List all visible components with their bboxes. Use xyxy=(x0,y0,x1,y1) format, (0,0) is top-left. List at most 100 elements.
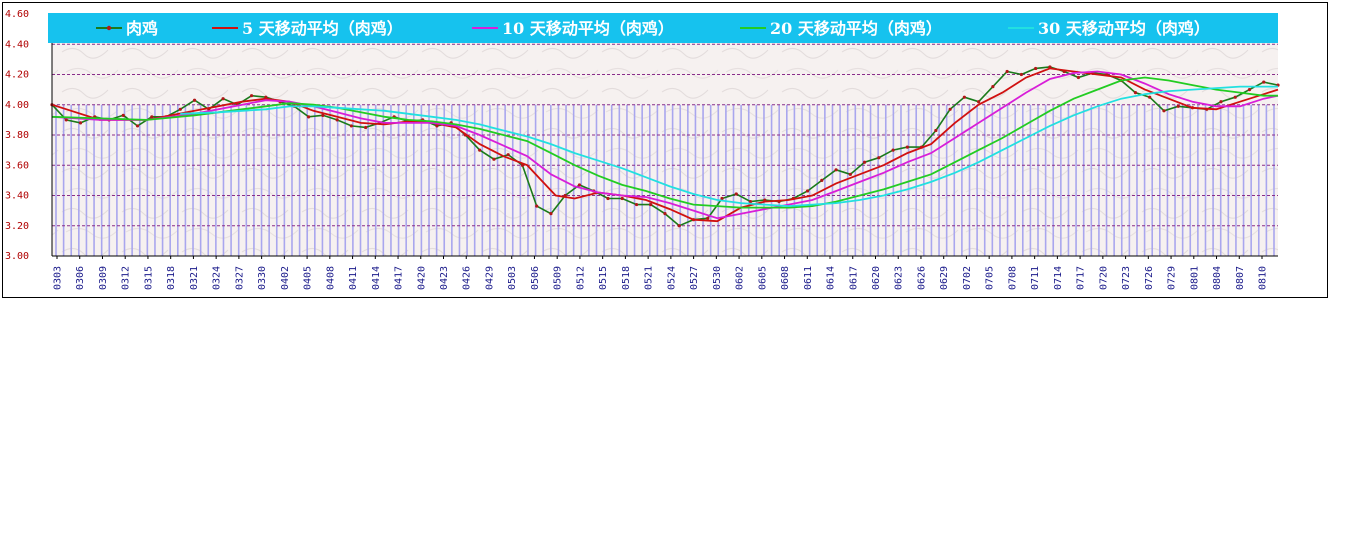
data-point xyxy=(478,148,482,152)
x-tick-labels: 0303 0306 0309 0312 0315 0318 0321 0324 0327 0330… xyxy=(53,256,1269,290)
data-point xyxy=(848,172,852,176)
x-tick-label: 0518 xyxy=(621,266,632,290)
x-tick-label: 0726 xyxy=(1144,266,1155,290)
x-tick-label: 0626 xyxy=(916,266,927,290)
y-tick-label: 4.40 xyxy=(5,39,29,50)
data-point xyxy=(1233,95,1237,99)
data-point xyxy=(877,156,881,160)
y-tick-label: 4.00 xyxy=(5,100,29,111)
data-point xyxy=(335,118,339,122)
data-point xyxy=(78,121,83,125)
data-point xyxy=(649,202,653,207)
x-tick-label: 0714 xyxy=(1053,266,1064,290)
data-point xyxy=(307,115,311,119)
x-tick-label: 0420 xyxy=(416,266,427,290)
data-point xyxy=(977,100,981,104)
legend-label: 10 天移动平均（肉鸡） xyxy=(502,19,674,38)
data-point xyxy=(862,160,867,164)
x-tick-label: 0530 xyxy=(712,266,723,290)
legend-marker xyxy=(106,25,112,31)
x-tick-label: 0729 xyxy=(1167,266,1178,290)
data-point xyxy=(1262,80,1266,84)
x-tick-label: 0723 xyxy=(1121,266,1132,290)
x-tick-label: 0306 xyxy=(75,266,86,290)
x-tick-label: 0521 xyxy=(644,266,655,290)
data-point xyxy=(1133,91,1138,95)
x-tick-label: 0312 xyxy=(121,266,132,290)
x-tick-label: 0303 xyxy=(53,266,64,290)
data-point xyxy=(805,189,810,193)
y-tick-label: 4.20 xyxy=(5,70,29,81)
data-point xyxy=(1034,66,1038,71)
data-point xyxy=(249,94,254,98)
data-point xyxy=(221,97,225,101)
data-point xyxy=(577,183,582,187)
x-tick-label: 0807 xyxy=(1235,266,1246,290)
x-tick-label: 0620 xyxy=(871,266,882,290)
data-point xyxy=(891,148,895,152)
x-tick-label: 0411 xyxy=(348,266,359,290)
x-tick-label: 0408 xyxy=(325,266,336,290)
x-tick-label: 0330 xyxy=(257,266,268,290)
x-tick-label: 0614 xyxy=(826,266,837,290)
x-tick-label: 0506 xyxy=(530,266,541,290)
data-point xyxy=(820,178,824,182)
series-line xyxy=(51,70,1279,220)
data-point xyxy=(606,196,610,201)
x-tick-label: 0423 xyxy=(439,266,450,290)
data-point xyxy=(1019,72,1023,77)
x-tick-label: 0611 xyxy=(803,266,814,290)
data-point xyxy=(1247,88,1252,92)
x-tick-label: 0515 xyxy=(598,266,609,290)
legend-label: 30 天移动平均（肉鸡） xyxy=(1038,19,1210,38)
series-line xyxy=(180,85,1278,208)
data-point xyxy=(1005,69,1009,74)
x-tick-label: 0509 xyxy=(553,266,564,290)
data-point xyxy=(1162,109,1166,113)
data-point xyxy=(321,113,325,117)
x-tick-label: 0810 xyxy=(1258,266,1269,290)
legend-label: 肉鸡 xyxy=(126,19,158,38)
legend: 肉鸡 5 天移动平均（肉鸡） 10 天移动平均（肉鸡） 20 天移动平均（肉鸡） 30 … xyxy=(48,13,1278,43)
daily-bars xyxy=(55,104,1275,256)
x-tick-label: 0318 xyxy=(166,266,177,290)
data-point xyxy=(535,204,539,208)
gridlines xyxy=(52,43,1278,227)
data-point xyxy=(634,202,639,207)
y-tick-label: 4.60 xyxy=(5,9,29,20)
x-tick-label: 0705 xyxy=(985,266,996,290)
data-point xyxy=(492,157,496,161)
data-point xyxy=(991,85,995,89)
x-tick-label: 0426 xyxy=(462,266,473,290)
x-tick-label: 0527 xyxy=(689,266,700,290)
x-tick-label: 0512 xyxy=(575,266,586,290)
data-point xyxy=(192,98,197,102)
data-point xyxy=(905,145,909,149)
x-tick-label: 0804 xyxy=(1212,266,1223,290)
x-tick-label: 0720 xyxy=(1098,266,1109,290)
y-tick-labels: 3.00 3.20 3.40 3.60 3.80 4.00 4.20 4.40 4.60 xyxy=(5,9,29,262)
data-point xyxy=(620,196,624,201)
data-point xyxy=(506,153,510,157)
x-tick-label: 0327 xyxy=(234,266,245,290)
legend-label: 20 天移动平均（肉鸡） xyxy=(770,19,942,38)
x-tick-label: 0711 xyxy=(1030,266,1041,290)
data-point xyxy=(748,199,753,204)
x-tick-label: 0414 xyxy=(371,266,382,290)
x-tick-label: 0524 xyxy=(666,266,677,290)
y-tick-label: 3.60 xyxy=(5,160,29,171)
x-tick-label: 0717 xyxy=(1076,266,1087,290)
y-tick-label: 3.00 xyxy=(5,251,29,262)
x-tick-label: 0503 xyxy=(507,266,518,290)
x-tick-label: 0405 xyxy=(303,266,314,290)
x-tick-label: 0429 xyxy=(484,266,495,290)
data-point xyxy=(663,212,667,216)
x-tick-label: 0315 xyxy=(143,266,154,290)
data-point xyxy=(135,124,140,128)
data-point xyxy=(549,212,553,216)
series-lines xyxy=(50,65,1280,228)
data-point xyxy=(364,125,368,130)
x-tick-label: 0602 xyxy=(735,266,746,290)
x-tick-label: 0321 xyxy=(189,266,200,290)
